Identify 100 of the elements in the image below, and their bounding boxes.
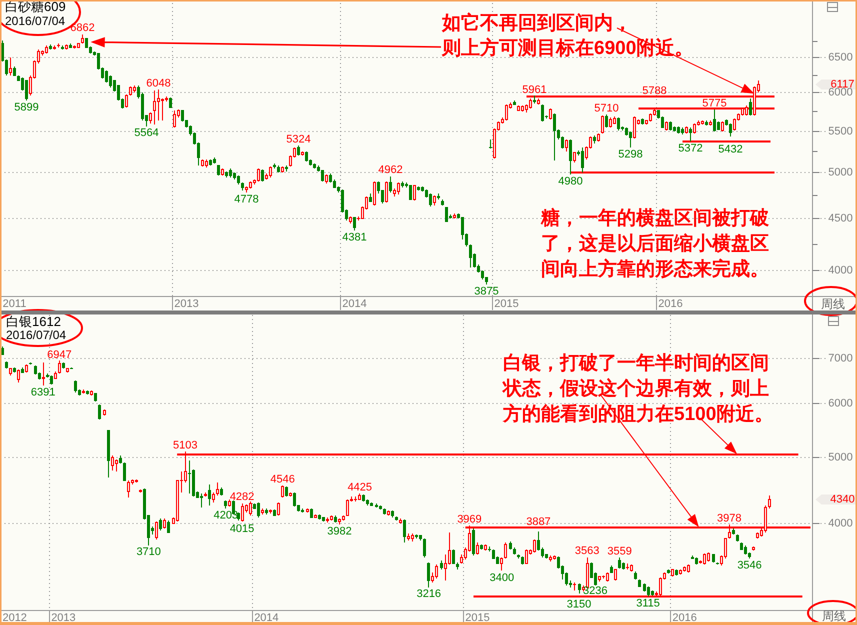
candlestick (549, 108, 552, 120)
annotation: 4381 (342, 232, 367, 244)
candlestick (212, 492, 215, 503)
y-tick-label: 4500 (828, 212, 853, 224)
y-tick-label: 5000 (828, 452, 853, 464)
candlestick (605, 114, 608, 128)
candlestick (74, 380, 77, 393)
x-tick-label: 2012 (2, 612, 27, 624)
y-tick-label: 6000 (828, 398, 853, 410)
annotation: 3982 (327, 525, 352, 538)
annotation: 5372 (678, 142, 703, 154)
annotation: 3400 (490, 572, 514, 584)
candlestick (285, 486, 288, 497)
candlestick (346, 499, 349, 516)
candlestick (609, 117, 612, 128)
annotation: 4425 (348, 481, 372, 494)
x-tick-label: 2016 (658, 298, 683, 310)
candlestick (500, 557, 503, 571)
candlestick (241, 503, 244, 522)
candlestick (109, 75, 112, 88)
x-tick-label: 2015 (494, 298, 519, 310)
candlestick (200, 493, 203, 508)
annotation: 3875 (474, 285, 499, 298)
candlestick (541, 104, 544, 122)
candlestick (427, 562, 430, 588)
candlestick (157, 89, 160, 121)
x-tick-label: 2011 (2, 298, 26, 310)
candlestick (444, 554, 447, 581)
annotation: 4546 (270, 473, 295, 486)
annotation: 5710 (594, 102, 619, 115)
candlestick (9, 57, 12, 76)
candlestick (169, 97, 172, 108)
candlestick (472, 528, 475, 556)
candlestick (578, 583, 581, 594)
candlestick (167, 520, 170, 533)
candlestick (525, 549, 528, 564)
candlestick (476, 542, 479, 555)
candlestick (573, 152, 576, 163)
x-tick-label: 2015 (465, 612, 490, 624)
candlestick (217, 165, 220, 176)
annotation: 3546 (737, 559, 762, 572)
candlestick (173, 110, 176, 128)
candlestick (42, 362, 45, 386)
x-tick-label: 2013 (51, 612, 76, 624)
candlestick (423, 538, 426, 558)
candlestick (297, 145, 300, 156)
candlestick (155, 521, 158, 540)
candlestick (389, 176, 392, 193)
x-tick-label: 2016 (672, 612, 697, 624)
candlestick (159, 518, 162, 531)
candlestick (249, 501, 252, 516)
annotation: 3115 (636, 598, 660, 610)
annotation: 5298 (618, 148, 643, 160)
x-tick-label: 2014 (254, 612, 279, 624)
annotation: 5899 (14, 101, 39, 114)
x-tick-label: 2014 (342, 298, 367, 310)
candlestick (123, 462, 126, 481)
annotation: 5775 (702, 98, 727, 110)
candlestick (257, 168, 260, 182)
candlestick (397, 182, 400, 195)
candlestick (553, 113, 556, 161)
candlestick (693, 123, 696, 134)
candlestick (581, 147, 584, 173)
candlestick (433, 195, 436, 206)
candlestick (721, 121, 724, 132)
candlestick (353, 217, 356, 231)
candlestick (257, 502, 260, 518)
candlestick (633, 116, 636, 139)
annotation: 方的能看到的阻力在5100附近。 (502, 403, 774, 425)
candlestick (469, 244, 472, 268)
candlestick (163, 518, 166, 529)
candlestick (452, 549, 455, 564)
annotation: 4778 (234, 194, 259, 206)
annotation: 间向上方靠的形态来完成。 (541, 258, 769, 280)
candlestick (98, 404, 101, 420)
candlestick (17, 369, 20, 383)
x-tick-label: 2013 (174, 298, 199, 310)
y-tick-label: 4000 (828, 264, 853, 276)
annotation: 5788 (642, 85, 667, 97)
candlestick (385, 181, 388, 203)
candlestick (413, 185, 416, 201)
annotation: 了，这是以后面缩小横盘区 (541, 232, 769, 254)
candlestick (208, 484, 211, 506)
candlestick (261, 169, 264, 182)
candlestick (703, 553, 706, 565)
candlestick (504, 542, 507, 559)
annotation: 3236 (583, 585, 608, 597)
annotation: 5324 (286, 133, 311, 146)
candlestick (277, 502, 280, 516)
chart-title: 白银1612 (6, 314, 61, 329)
candlestick (373, 181, 376, 206)
annotation: 6947 (47, 348, 72, 361)
annotation: 6048 (146, 77, 171, 90)
text: 2016/07/04 (5, 14, 66, 28)
annotation: 3978 (717, 512, 742, 525)
candlestick (618, 557, 621, 569)
candlestick (149, 112, 152, 124)
text: 2016/07/04 (6, 328, 66, 342)
annotation: 3150 (566, 598, 592, 610)
annotation: 4980 (558, 176, 583, 188)
